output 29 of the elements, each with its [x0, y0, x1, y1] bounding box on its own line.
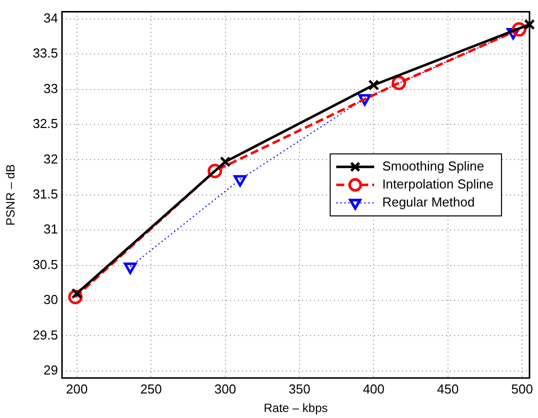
y-tick-label: 30 — [44, 292, 58, 308]
y-tick-label: 33.5 — [32, 46, 58, 61]
legend-label: Smoothing Spline — [382, 158, 484, 174]
x-tick-label: 350 — [288, 381, 310, 396]
y-tick-label: 31.5 — [32, 186, 58, 202]
x-tick-label: 450 — [437, 381, 459, 396]
y-tick-label: 32 — [44, 151, 58, 166]
x-axis-title: Rate – kbps — [264, 401, 328, 416]
y-tick-label: 33 — [44, 80, 58, 96]
point — [368, 80, 380, 91]
y-tick-label: 31 — [44, 222, 58, 237]
x-tick-label: 500 — [511, 381, 533, 396]
x-tick-label: 250 — [140, 381, 162, 396]
y-tick-label: 32.5 — [32, 116, 58, 132]
point — [524, 18, 535, 30]
legend-label: Regular Method — [382, 194, 475, 210]
y-tick-label: 34 — [44, 10, 58, 26]
x-tick-label: 400 — [362, 381, 385, 396]
point — [392, 76, 406, 90]
x-tick-label: 300 — [214, 381, 236, 396]
y-tick-label: 29 — [44, 362, 58, 378]
point — [234, 175, 247, 187]
point — [220, 156, 231, 168]
y-tick-label: 30.5 — [32, 256, 58, 272]
y-axis-title: PSNR – dB — [4, 164, 18, 226]
legend-label: Interpolation Spline — [382, 176, 494, 192]
x-tick-label: 200 — [66, 381, 88, 396]
point — [124, 262, 137, 274]
y-tick-label: 29.5 — [32, 327, 58, 342]
